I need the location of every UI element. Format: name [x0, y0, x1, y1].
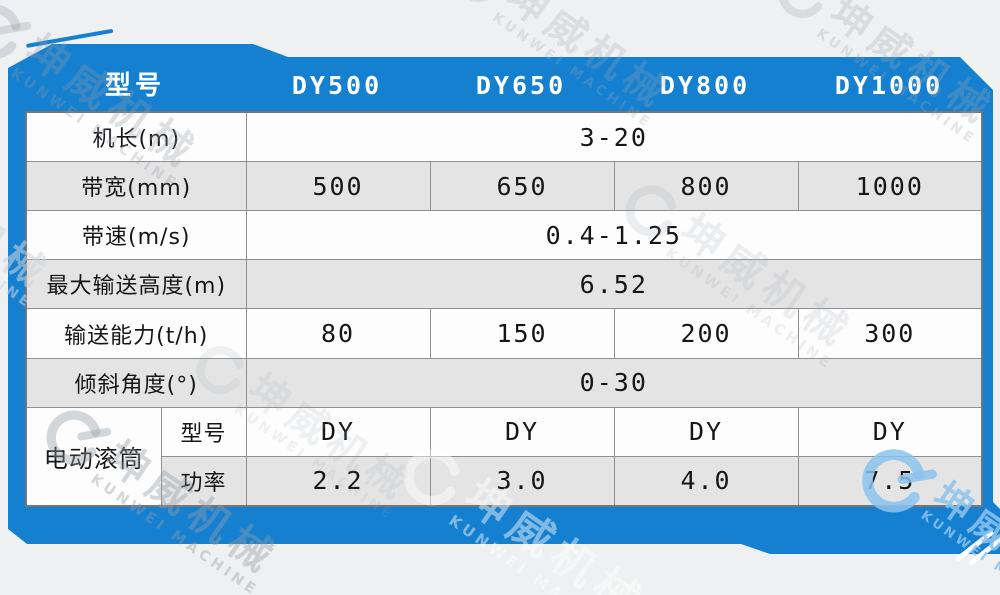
header-model-dy500: DY500	[291, 71, 383, 100]
row-label: 倾斜角度(°)	[25, 357, 247, 408]
drum-sub-label: 型号	[160, 406, 247, 457]
row-label: 机长(m)	[25, 111, 247, 163]
cell-value: DY	[429, 406, 615, 457]
table-row-incline-angle: 倾斜角度(°) 0-30	[25, 357, 983, 408]
spec-table: 机长(m) 3-20 带宽(mm) 500 650 800 1000 带速(m/…	[25, 111, 984, 507]
cell-value: 200	[613, 308, 799, 359]
row-label: 输送能力(t/h)	[25, 308, 247, 359]
row-value-merged: 3-20	[245, 111, 983, 163]
cell-value: DY	[245, 406, 431, 457]
cell-value: DY	[613, 406, 799, 457]
table-row-drum-model: 电动滚筒 型号 DY DY DY DY	[25, 406, 983, 507]
cell-value: 7.5	[797, 455, 983, 507]
row-value-merged: 0-30	[245, 357, 983, 408]
cell-value: 2.2	[245, 455, 431, 507]
table-row-belt-width: 带宽(mm) 500 650 800 1000	[25, 161, 983, 212]
cell-value: 150	[429, 308, 615, 359]
table-row-drum-power: 功率 2.2 3.0 4.0 7.5	[26, 455, 983, 507]
cell-value: 4.0	[613, 455, 799, 507]
table-row-belt-speed: 带速(m/s) 0.4-1.25	[25, 210, 983, 261]
drum-sub-label: 功率	[160, 455, 247, 507]
header-model-dy1000: DY1000	[834, 71, 944, 100]
cell-value: 500	[245, 161, 431, 212]
table-row-capacity: 输送能力(t/h) 80 150 200 300	[25, 308, 983, 359]
drum-group-label: 电动滚筒	[25, 406, 162, 507]
cell-value: DY	[797, 406, 983, 457]
table-row-max-height: 最大输送高度(m) 6.52	[25, 259, 983, 310]
table-row-machine-length: 机长(m) 3-20	[25, 111, 983, 163]
row-label: 最大输送高度(m)	[25, 259, 247, 310]
row-value-merged: 6.52	[245, 259, 983, 310]
header-model-dy650: DY650	[475, 71, 567, 100]
row-label: 带宽(mm)	[25, 161, 247, 212]
row-label: 带速(m/s)	[25, 210, 247, 261]
cell-value: 1000	[797, 161, 983, 212]
cell-value: 80	[245, 308, 431, 359]
cell-value: 3.0	[429, 455, 615, 507]
cell-value: 300	[797, 308, 983, 359]
header-model-label: 型号	[104, 71, 165, 101]
cell-value: 650	[429, 161, 615, 212]
row-value-merged: 0.4-1.25	[245, 210, 983, 261]
header-model-dy800: DY800	[659, 71, 751, 100]
cell-value: 800	[613, 161, 799, 212]
